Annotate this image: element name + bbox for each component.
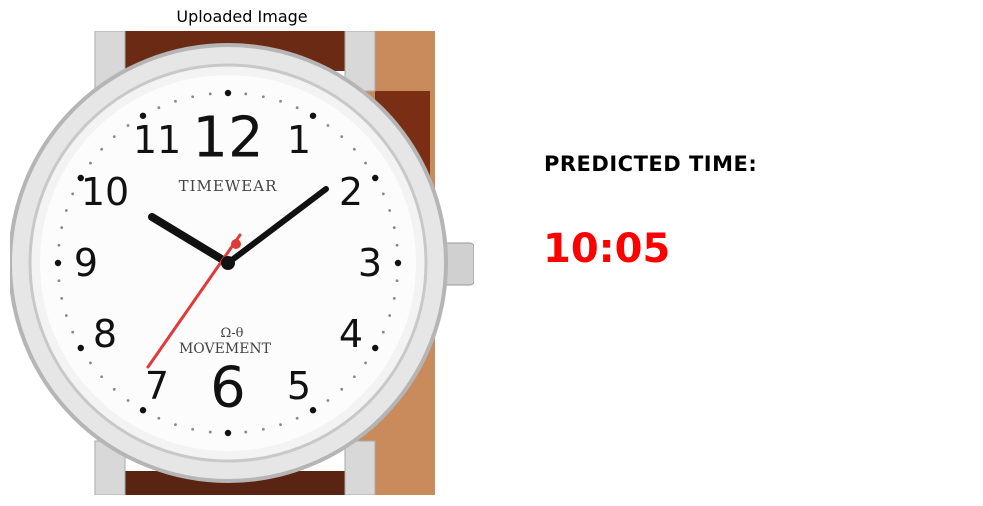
hour-numeral: 4 — [339, 312, 363, 356]
minute-tick — [64, 314, 68, 317]
second-pivot — [231, 239, 241, 249]
predicted-time-value: 10:05 — [543, 226, 671, 272]
minute-tick — [388, 209, 392, 212]
minute-tick — [261, 427, 265, 431]
minute-tick — [395, 243, 399, 247]
hands-pivot — [221, 256, 235, 270]
minute-tick — [395, 279, 399, 283]
hour-tick — [372, 174, 379, 182]
minute-tick — [71, 330, 75, 334]
minute-tick — [261, 95, 265, 99]
hour-numeral: 1 — [287, 118, 311, 162]
minute-tick — [244, 92, 248, 96]
minute-tick — [60, 296, 64, 300]
uploaded-image: 12 1 2 3 4 5 6 7 8 9 10 11 TIMEWEAR Ω-θ MOVEMENT — [10, 31, 474, 495]
minute-tick — [392, 296, 396, 300]
hour-numeral: 6 — [210, 356, 246, 421]
hour-tick — [309, 407, 317, 414]
hour-numeral: 10 — [81, 170, 129, 214]
minute-tick — [364, 361, 367, 365]
minute-tick — [208, 430, 212, 434]
hour-tick — [372, 344, 379, 352]
minute-tick — [60, 226, 64, 230]
minute-tick — [392, 226, 396, 230]
image-title: Uploaded Image — [176, 7, 308, 26]
hour-tick — [224, 89, 232, 97]
minute-tick — [126, 399, 130, 402]
minute-tick — [57, 243, 61, 247]
minute-tick — [381, 192, 385, 196]
minute-tick — [279, 423, 282, 427]
hour-numeral: 5 — [287, 364, 311, 408]
minute-tick — [157, 416, 161, 420]
minute-tick — [326, 399, 330, 402]
minute-tick — [57, 279, 61, 283]
hour-numeral: 9 — [74, 241, 98, 285]
minute-tick — [340, 135, 344, 139]
lug-bottom-right — [344, 440, 376, 495]
hour-numeral: 3 — [358, 241, 382, 285]
predicted-time-label: PREDICTED TIME: — [544, 152, 758, 176]
minute-tick — [174, 99, 177, 103]
minute-tick — [157, 106, 161, 110]
minute-tick — [89, 361, 92, 365]
minute-tick — [112, 387, 116, 391]
minute-hand — [225, 186, 329, 266]
minute-tick — [244, 430, 248, 434]
minute-tick — [126, 124, 130, 127]
minute-tick — [71, 192, 75, 196]
movement-symbol: Ω-θ — [221, 326, 244, 341]
minute-tick — [64, 209, 68, 212]
minute-ticks — [54, 89, 402, 437]
hour-tick — [224, 429, 232, 437]
hour-hand — [148, 213, 232, 267]
hour-tick — [139, 407, 147, 414]
minute-tick — [112, 135, 116, 139]
minute-tick — [191, 427, 195, 431]
hour-tick — [309, 112, 317, 119]
minute-tick — [326, 124, 330, 127]
hour-tick — [54, 259, 62, 267]
minute-tick — [89, 161, 92, 165]
hour-tick — [139, 112, 147, 119]
hour-numeral: 11 — [133, 118, 181, 162]
movement-text: MOVEMENT — [179, 341, 272, 357]
hour-numeral: 7 — [145, 364, 169, 408]
minute-tick — [100, 147, 104, 151]
minute-tick — [295, 106, 299, 110]
hour-numeral: 2 — [339, 170, 363, 214]
minute-tick — [388, 314, 392, 317]
minute-tick — [340, 387, 344, 391]
brand-text: TIMEWEAR — [179, 177, 278, 195]
hour-tick — [394, 259, 402, 267]
minute-tick — [381, 330, 385, 334]
minute-tick — [100, 375, 104, 379]
minute-tick — [279, 99, 282, 103]
hour-numeral: 8 — [93, 312, 117, 356]
minute-tick — [208, 92, 212, 96]
minute-tick — [352, 147, 356, 151]
hour-tick — [77, 344, 84, 352]
minute-tick — [295, 416, 299, 420]
hour-numeral: 12 — [192, 106, 263, 171]
hour-tick — [77, 174, 84, 182]
minute-tick — [174, 423, 177, 427]
lug-bottom-left — [94, 440, 126, 495]
minute-tick — [364, 161, 367, 165]
minute-tick — [352, 375, 356, 379]
minute-tick — [191, 95, 195, 99]
